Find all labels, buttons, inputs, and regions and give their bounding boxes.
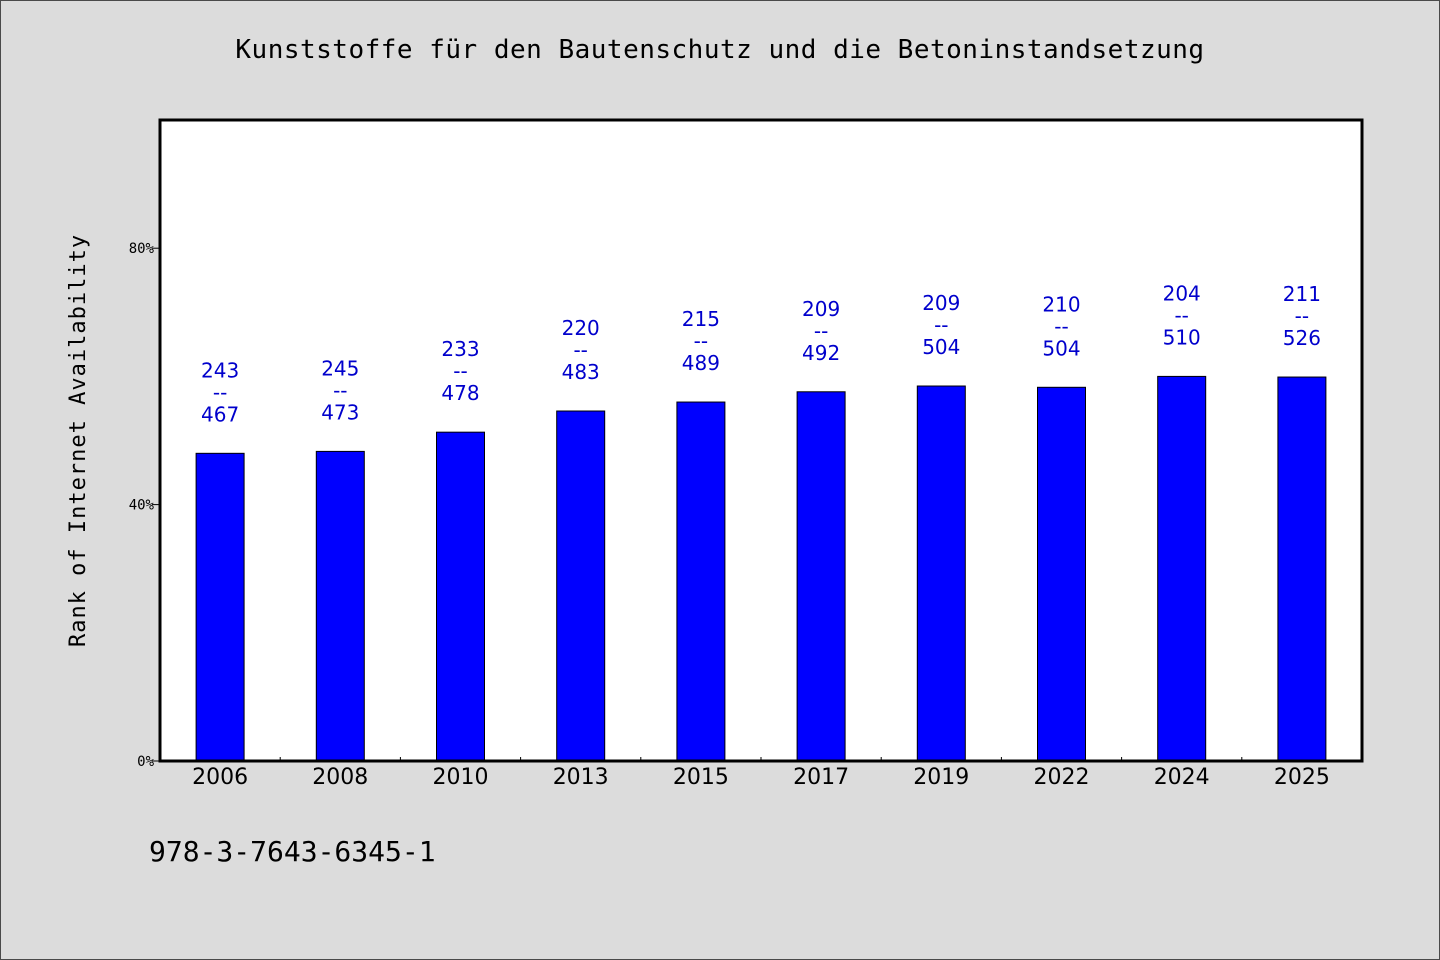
data-label: 526 [1283,326,1321,350]
data-label: -- [1054,314,1068,338]
x-tick-label: 2017 [793,765,849,790]
data-label: 220 [562,316,600,340]
bar [195,452,245,762]
data-label: 209 [922,291,960,315]
data-label: 492 [802,341,840,365]
y-tick-label: 80% [129,241,155,257]
bar [796,391,846,762]
data-label: 489 [682,351,720,375]
data-label: -- [934,313,948,337]
data-label: 504 [1042,336,1080,360]
data-label: -- [453,359,467,383]
bar [315,450,365,762]
bar [1037,386,1086,762]
bar [916,385,966,762]
data-label: -- [213,380,227,404]
x-tick-label: 2019 [913,765,969,790]
data-label: 473 [321,400,359,424]
bar [676,401,726,762]
data-label: 215 [682,307,720,331]
data-label: 483 [562,360,600,384]
y-tick-label: 40% [129,498,155,514]
data-label: 504 [922,335,960,359]
bar [556,410,606,762]
x-tick-label: 2008 [312,765,368,790]
data-label: -- [573,338,587,362]
data-label: 245 [321,356,359,380]
data-label: 478 [441,381,479,405]
chart-title: Kunststoffe für den Bautenschutz und die… [235,35,1205,65]
isbn-label: 978-3-7643-6345-1 [149,835,436,868]
bar [1157,375,1207,762]
x-tick-label: 2006 [192,765,248,790]
y-tick-label: 0% [137,754,154,770]
data-label: -- [814,319,828,343]
data-label: 467 [201,402,239,426]
x-tick-label: 2010 [433,765,489,790]
x-tick-label: 2025 [1274,765,1330,790]
data-label: -- [1295,304,1309,328]
data-label: 204 [1163,281,1201,305]
x-tick-label: 2024 [1154,765,1210,790]
plot-border [158,118,1364,763]
data-label: -- [694,329,708,353]
data-label: -- [333,378,347,402]
bar [436,431,485,762]
data-label: -- [1174,303,1188,327]
x-tick-label: 2022 [1034,765,1090,790]
data-label: 210 [1042,292,1080,316]
data-label: 243 [201,358,239,382]
bar [1277,376,1327,762]
data-label: 211 [1283,282,1321,306]
y-axis-label: Rank of Internet Availability [66,234,91,647]
data-label: 209 [802,297,840,321]
x-tick-label: 2015 [673,765,729,790]
x-tick-label: 2013 [553,765,609,790]
data-label: 510 [1163,325,1201,349]
data-label: 233 [441,337,479,361]
